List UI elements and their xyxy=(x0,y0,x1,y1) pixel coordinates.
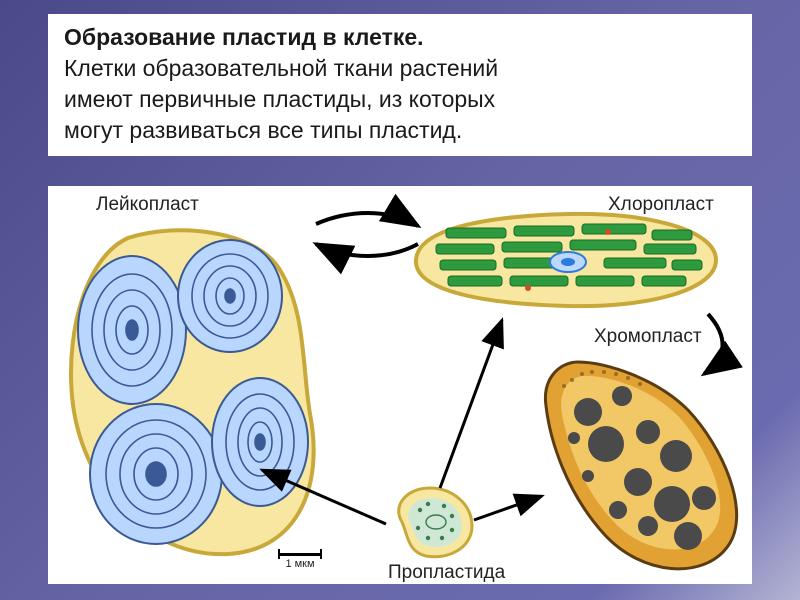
leucoplast-shape xyxy=(71,230,314,554)
diagram-panel: Лейкопласт Хлоропласт Хромопласт Проплас… xyxy=(48,186,752,584)
slide-body-line: могут развиваться все типы пластид. xyxy=(64,115,736,146)
chromoplast-shape xyxy=(545,362,736,569)
chloroplast-shape xyxy=(416,214,716,306)
slide-body-line: Клетки образовательной ткани растений xyxy=(64,53,736,84)
text-block: Образование пластид в клетке. Клетки обр… xyxy=(48,14,752,156)
proplastid-shape xyxy=(399,488,472,557)
plastid-diagram xyxy=(48,186,752,584)
slide-body-line: имеют первичные пластиды, из которых xyxy=(64,84,736,115)
slide-title: Образование пластид в клетке. xyxy=(64,22,736,53)
slide-background: Образование пластид в клетке. Клетки обр… xyxy=(0,0,800,600)
